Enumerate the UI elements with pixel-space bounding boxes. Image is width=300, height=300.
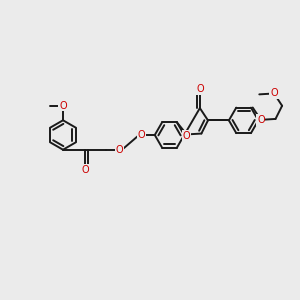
Text: O: O — [116, 145, 123, 155]
Text: O: O — [82, 165, 90, 175]
Text: O: O — [270, 88, 278, 98]
Text: O: O — [138, 130, 145, 140]
Text: O: O — [196, 84, 204, 94]
Text: O: O — [183, 131, 190, 141]
Text: O: O — [59, 101, 67, 111]
Text: O: O — [257, 115, 265, 125]
